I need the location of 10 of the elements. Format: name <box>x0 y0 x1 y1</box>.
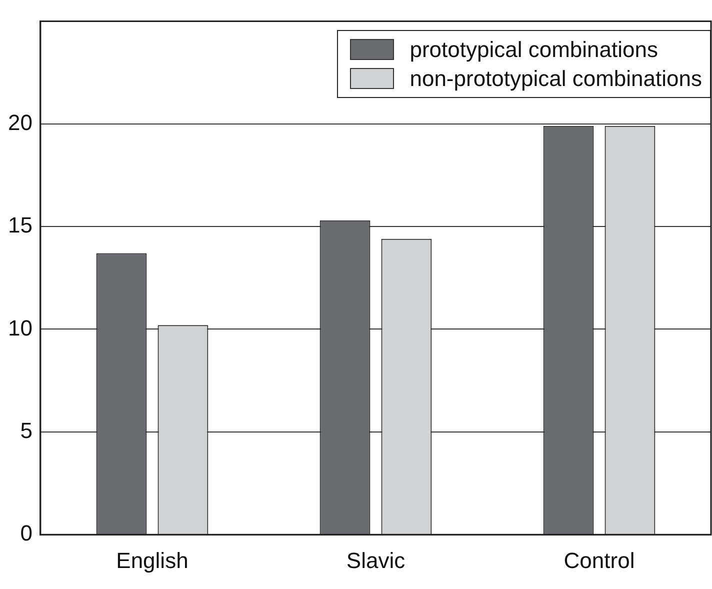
legend-label: prototypical combinations <box>410 36 658 63</box>
y-tick-label: 15 <box>8 212 32 238</box>
x-tick-label: Slavic <box>346 548 406 573</box>
x-tick-label: English <box>116 548 188 573</box>
y-tick-label: 20 <box>8 110 32 135</box>
legend-label: non-prototypical combinations <box>410 66 702 92</box>
y-tick-label: 10 <box>8 315 32 340</box>
y-tick-label: 0 <box>20 520 32 546</box>
x-tick-label: Control <box>564 548 635 573</box>
y-tick-label: 5 <box>20 418 32 443</box>
